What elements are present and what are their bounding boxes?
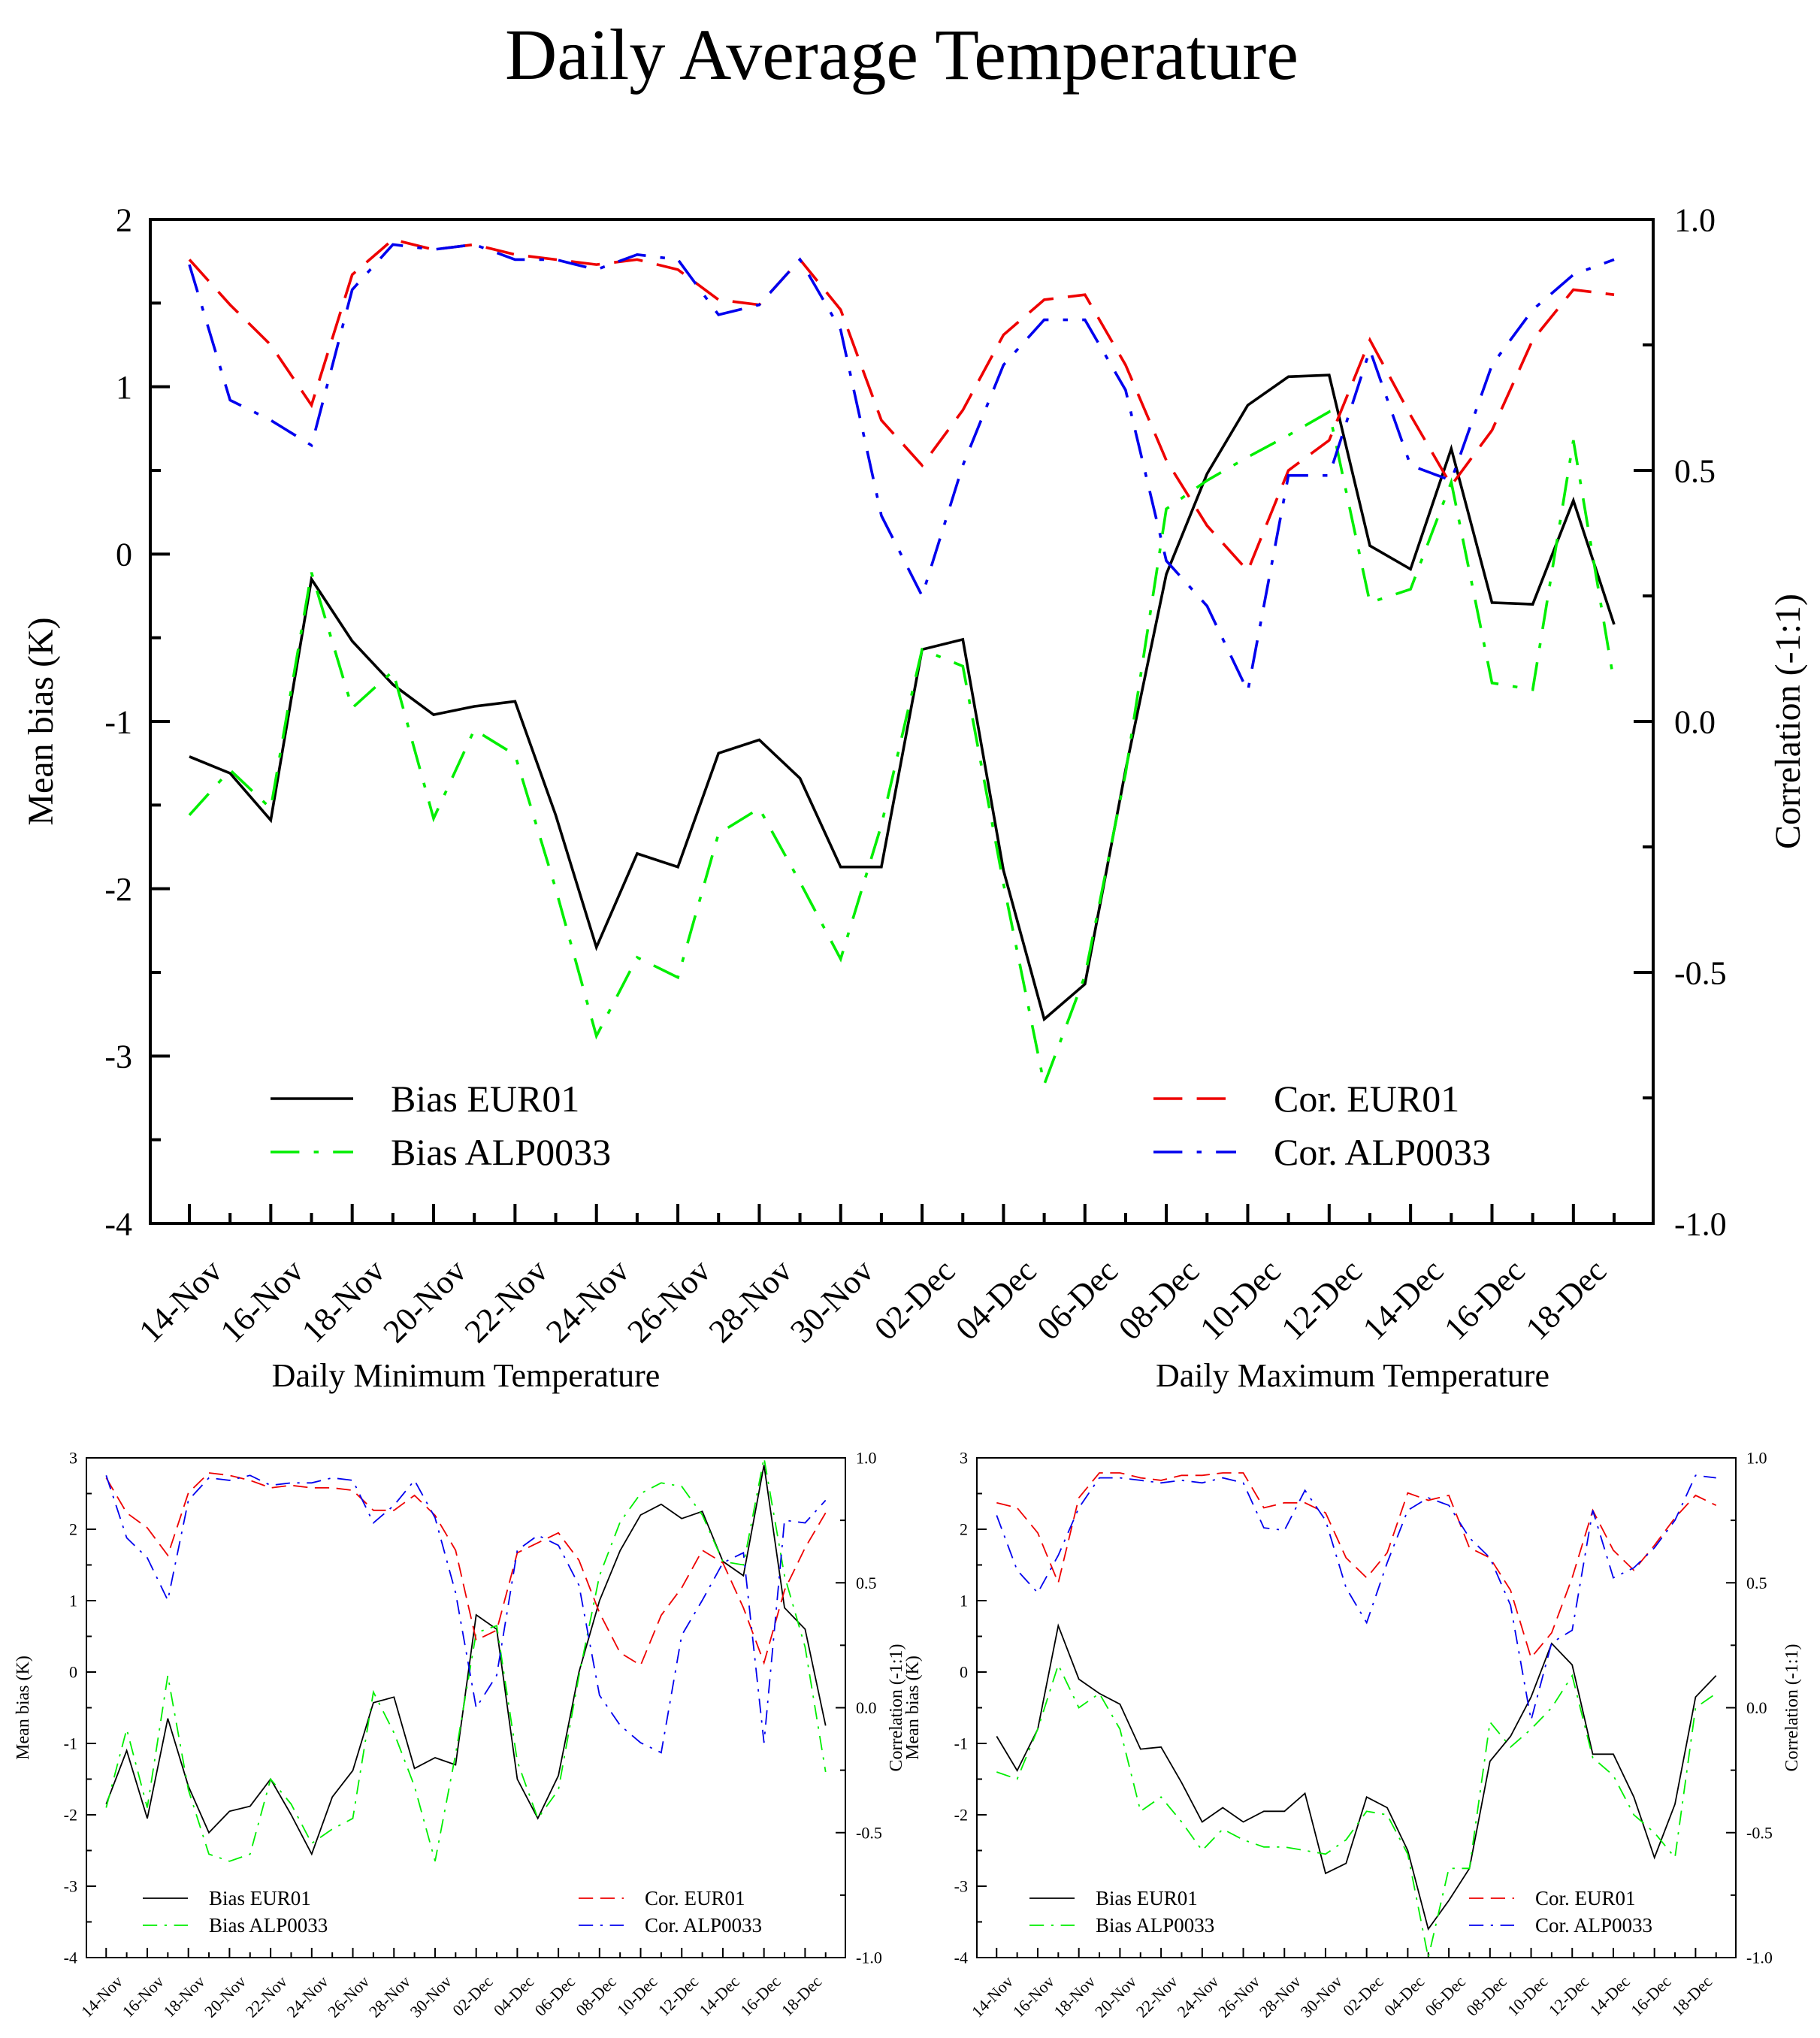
legend-label-bias-eur01: Bias EUR01 <box>209 1887 311 1909</box>
legend-label-cor-eur01: Cor. EUR01 <box>1535 1887 1636 1909</box>
y-tick-label: -3 <box>64 1877 77 1896</box>
caption-daily-maximum: Daily Maximum Temperature <box>1156 1357 1549 1394</box>
y2-tick-label: -1.0 <box>1674 1205 1727 1242</box>
y-axis-label: Mean bias (K) <box>21 617 61 825</box>
y2-tick-label: 0.5 <box>1746 1574 1767 1592</box>
y-tick-label: -1 <box>954 1734 968 1753</box>
y-tick-label: 2 <box>69 1520 77 1539</box>
y2-tick-label: -1.0 <box>1746 1949 1773 1967</box>
y2-tick-label: 0.0 <box>856 1698 877 1717</box>
y2-tick-label: 0.0 <box>1746 1698 1767 1717</box>
y-tick-label: -4 <box>64 1949 77 1967</box>
y-tick-label: 1 <box>960 1592 968 1610</box>
y-tick-label: 0 <box>116 537 132 573</box>
legend-label-cor-alp0033: Cor. ALP0033 <box>1535 1914 1652 1937</box>
series-line-bias-eur01 <box>105 1465 827 1856</box>
y2-tick-label: 0.0 <box>1674 703 1716 740</box>
series-line-cor-alp0033 <box>996 1474 1716 1721</box>
series-line-cor-eur01 <box>105 1472 827 1667</box>
legend-label-cor-alp0033: Cor. ALP0033 <box>645 1914 762 1937</box>
y2-tick-label: -1.0 <box>856 1949 882 1967</box>
y-tick-label: -1 <box>104 703 132 740</box>
y-tick-label: 0 <box>960 1663 968 1682</box>
y-tick-label: -3 <box>104 1039 132 1075</box>
y2-tick-label: -0.5 <box>1746 1823 1773 1842</box>
legend-label-cor-eur01: Cor. EUR01 <box>645 1887 745 1909</box>
y2-tick-label: 1.0 <box>856 1449 877 1468</box>
y2-tick-label: 1.0 <box>1674 201 1716 238</box>
legend-label-bias-eur01: Bias EUR01 <box>1096 1887 1198 1909</box>
y2-tick-label: 0.5 <box>856 1574 877 1592</box>
y2-tick-label: -0.5 <box>856 1823 882 1842</box>
y2-axis-label: Correlation (-1:1) <box>887 1644 906 1772</box>
series-line-bias-eur01 <box>996 1623 1717 1931</box>
y-tick-label: 3 <box>960 1449 968 1468</box>
legend-label-bias-eur01: Bias EUR01 <box>391 1078 579 1120</box>
series-line-cor-eur01 <box>188 237 1615 573</box>
series-line-cor-alp0033 <box>105 1474 827 1754</box>
legend-label-cor-eur01: Cor. EUR01 <box>1274 1078 1459 1120</box>
legend-label-cor-alp0033: Cor. ALP0033 <box>1274 1131 1491 1173</box>
y-axis-label: Mean bias (K) <box>14 1655 33 1760</box>
y-tick-label: -2 <box>64 1806 77 1825</box>
y-tick-label: -1 <box>64 1734 77 1753</box>
y-tick-label: 1 <box>69 1592 77 1610</box>
y2-axis-label: Correlation (-1:1) <box>1782 1644 1802 1772</box>
y2-axis-label: Correlation (-1:1) <box>1768 594 1808 849</box>
series-line-bias-alp0033 <box>188 410 1616 1090</box>
y-tick-label: 2 <box>116 201 132 238</box>
y2-tick-label: -0.5 <box>1674 954 1727 991</box>
y-tick-label: -2 <box>104 871 132 908</box>
y-tick-label: 0 <box>69 1663 77 1682</box>
y-tick-label: -4 <box>954 1949 968 1967</box>
legend-label-bias-alp0033: Bias ALP0033 <box>391 1131 611 1173</box>
series-line-bias-alp0033 <box>105 1457 827 1862</box>
series-line-cor-eur01 <box>996 1472 1717 1659</box>
y-tick-label: -4 <box>104 1205 132 1242</box>
y-axis-label: Mean bias (K) <box>903 1655 923 1760</box>
y2-tick-label: 0.5 <box>1674 452 1716 489</box>
legend-label-bias-alp0033: Bias ALP0033 <box>1096 1914 1214 1937</box>
y2-tick-label: 1.0 <box>1746 1449 1767 1468</box>
y-tick-label: -2 <box>954 1806 968 1825</box>
series-line-cor-alp0033 <box>188 243 1615 696</box>
series-line-bias-eur01 <box>189 373 1616 1022</box>
y-tick-label: -3 <box>954 1877 968 1896</box>
figure-title: Daily Average Temperature <box>505 14 1298 95</box>
y-tick-label: 2 <box>960 1520 968 1539</box>
y-tick-label: 3 <box>69 1449 77 1468</box>
legend-label-bias-alp0033: Bias ALP0033 <box>209 1914 328 1937</box>
y-tick-label: 1 <box>116 369 132 406</box>
caption-daily-minimum: Daily Minimum Temperature <box>272 1357 661 1394</box>
